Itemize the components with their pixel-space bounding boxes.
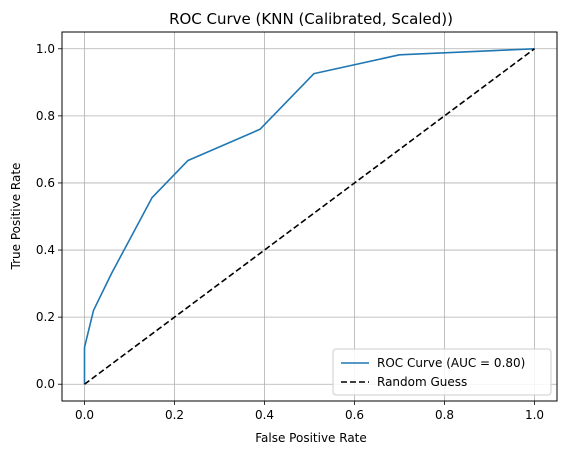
y-tick-label: 0.2 xyxy=(36,310,55,324)
x-tick-label: 0.6 xyxy=(345,408,364,422)
x-tick-label: 0.8 xyxy=(435,408,454,422)
roc-curve-line xyxy=(83,47,535,385)
x-tick-label: 0.2 xyxy=(165,408,184,422)
legend: ROC Curve (AUC = 0.80) Random Guess xyxy=(332,348,552,396)
x-tick-label: 1.0 xyxy=(525,408,544,422)
y-tick-label: 0.0 xyxy=(36,377,55,391)
grid xyxy=(62,32,557,401)
series-layer xyxy=(83,47,535,385)
ticks-layer: 0.0 0.2 0.4 0.6 0.8 1.0 0.0 0.2 0.4 0.6 0.8 1.0 xyxy=(36,42,544,422)
x-tick-label: 0.4 xyxy=(255,408,274,422)
y-axis-label: True Positive Rate xyxy=(9,163,23,271)
y-tick-label: 1.0 xyxy=(36,42,55,56)
y-tick-label: 0.6 xyxy=(36,176,55,190)
plot-area xyxy=(61,31,558,402)
x-tick-label: 0.0 xyxy=(75,408,94,422)
legend-box xyxy=(332,348,552,396)
chart-title: ROC Curve (KNN (Calibrated, Scaled)) xyxy=(169,10,453,28)
y-tick-label: 0.4 xyxy=(36,243,55,257)
y-tick-label: 0.8 xyxy=(36,109,55,123)
legend-label: Random Guess xyxy=(377,375,467,389)
x-axis-label: False Positive Rate xyxy=(255,431,367,445)
random-guess-line xyxy=(84,48,535,385)
legend-label: ROC Curve (AUC = 0.80) xyxy=(377,356,525,370)
